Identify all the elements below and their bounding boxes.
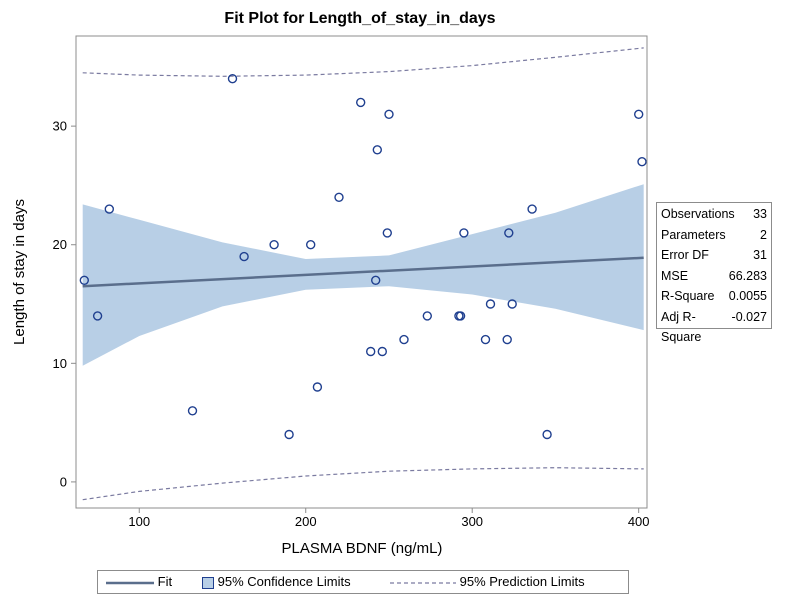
stats-label: Error DF	[661, 248, 709, 262]
data-point	[104, 204, 115, 214]
x-axis-label: PLASMA BDNF (ng/mL)	[282, 540, 443, 557]
data-point	[504, 228, 514, 238]
chart-title: Fit Plot for Length_of_stay_in_days	[224, 10, 495, 27]
stats-label: Parameters	[661, 227, 726, 242]
data-point	[187, 406, 198, 416]
fit-statistics-table: Observations 33 Parameters 2 Error DF 31…	[656, 202, 772, 345]
data-point	[92, 311, 103, 321]
data-point	[502, 334, 512, 345]
data-point	[366, 346, 376, 357]
stats-row: Observations 33	[657, 204, 771, 225]
stats-row: R-Square 0.0055	[657, 286, 771, 307]
fit-line-swatch	[106, 581, 154, 584]
stats-row: MSE 66.283	[657, 266, 771, 287]
stats-value: 31	[753, 248, 767, 262]
stats-label: R-Square	[661, 289, 715, 303]
prediction-limit-lower	[82, 467, 644, 501]
stats-label: Adj R-Square	[661, 309, 702, 345]
y-tick-label: 20	[53, 237, 67, 252]
y-tick-label: 0	[60, 474, 67, 489]
data-point	[227, 73, 238, 84]
prediction-limit-upper	[82, 47, 644, 77]
data-point	[306, 239, 316, 250]
stats-label: MSE	[661, 268, 689, 283]
data-point	[334, 192, 344, 203]
data-point	[399, 334, 409, 345]
fit-line	[82, 256, 644, 288]
x-tick-label: 300	[461, 514, 483, 529]
data-point	[384, 109, 394, 120]
data-point	[634, 109, 644, 120]
confidence-band-swatch	[202, 576, 214, 589]
data-point	[455, 311, 466, 321]
data-point	[382, 228, 392, 238]
data-point	[269, 239, 279, 250]
stats-row: Adj R-Square -0.027	[657, 307, 771, 345]
stats-value: -0.027	[731, 309, 767, 324]
x-tick-label: 400	[628, 514, 650, 529]
stats-row: Error DF 31	[657, 245, 771, 266]
data-point	[459, 228, 469, 238]
legend-fit-label: Fit	[157, 574, 173, 589]
data-point	[527, 204, 537, 214]
data-point	[239, 251, 249, 262]
stats-label: Observations	[661, 207, 735, 221]
data-point	[637, 156, 647, 167]
legend-item-prediction: 95% Prediction Limits	[390, 571, 585, 593]
data-point	[371, 275, 381, 285]
y-axis-label: Length of stay in days	[11, 199, 28, 345]
legend-item-fit: Fit	[106, 571, 172, 593]
data-point	[79, 275, 90, 285]
data-point	[372, 145, 382, 155]
data-point	[356, 97, 366, 108]
data-point	[542, 429, 552, 440]
legend-item-confidence: 95% Confidence Limits	[202, 571, 351, 593]
y-tick-label: 10	[53, 356, 67, 371]
stats-value: 66.283	[728, 268, 767, 283]
confidence-band	[82, 184, 644, 366]
data-point	[485, 299, 496, 309]
stats-row: Parameters 2	[657, 225, 771, 246]
data-point	[507, 299, 517, 309]
stats-value: 2	[760, 227, 767, 242]
legend: Fit 95% Confidence Limits 95% Prediction…	[97, 570, 629, 594]
plot-area-frame	[75, 35, 648, 509]
x-tick-label: 200	[295, 514, 317, 529]
data-point	[377, 346, 387, 357]
prediction-line-swatch	[390, 581, 456, 584]
legend-prediction-label: 95% Prediction Limits	[459, 574, 585, 589]
x-tick-label: 100	[128, 514, 150, 529]
legend-confidence-label: 95% Confidence Limits	[217, 574, 351, 589]
stats-value: 0.0055	[728, 289, 767, 303]
data-point	[284, 429, 294, 440]
data-point	[480, 334, 491, 345]
y-tick-label: 30	[53, 119, 67, 134]
data-point	[312, 382, 323, 392]
data-point	[422, 311, 432, 321]
stats-value: 33	[753, 207, 767, 221]
